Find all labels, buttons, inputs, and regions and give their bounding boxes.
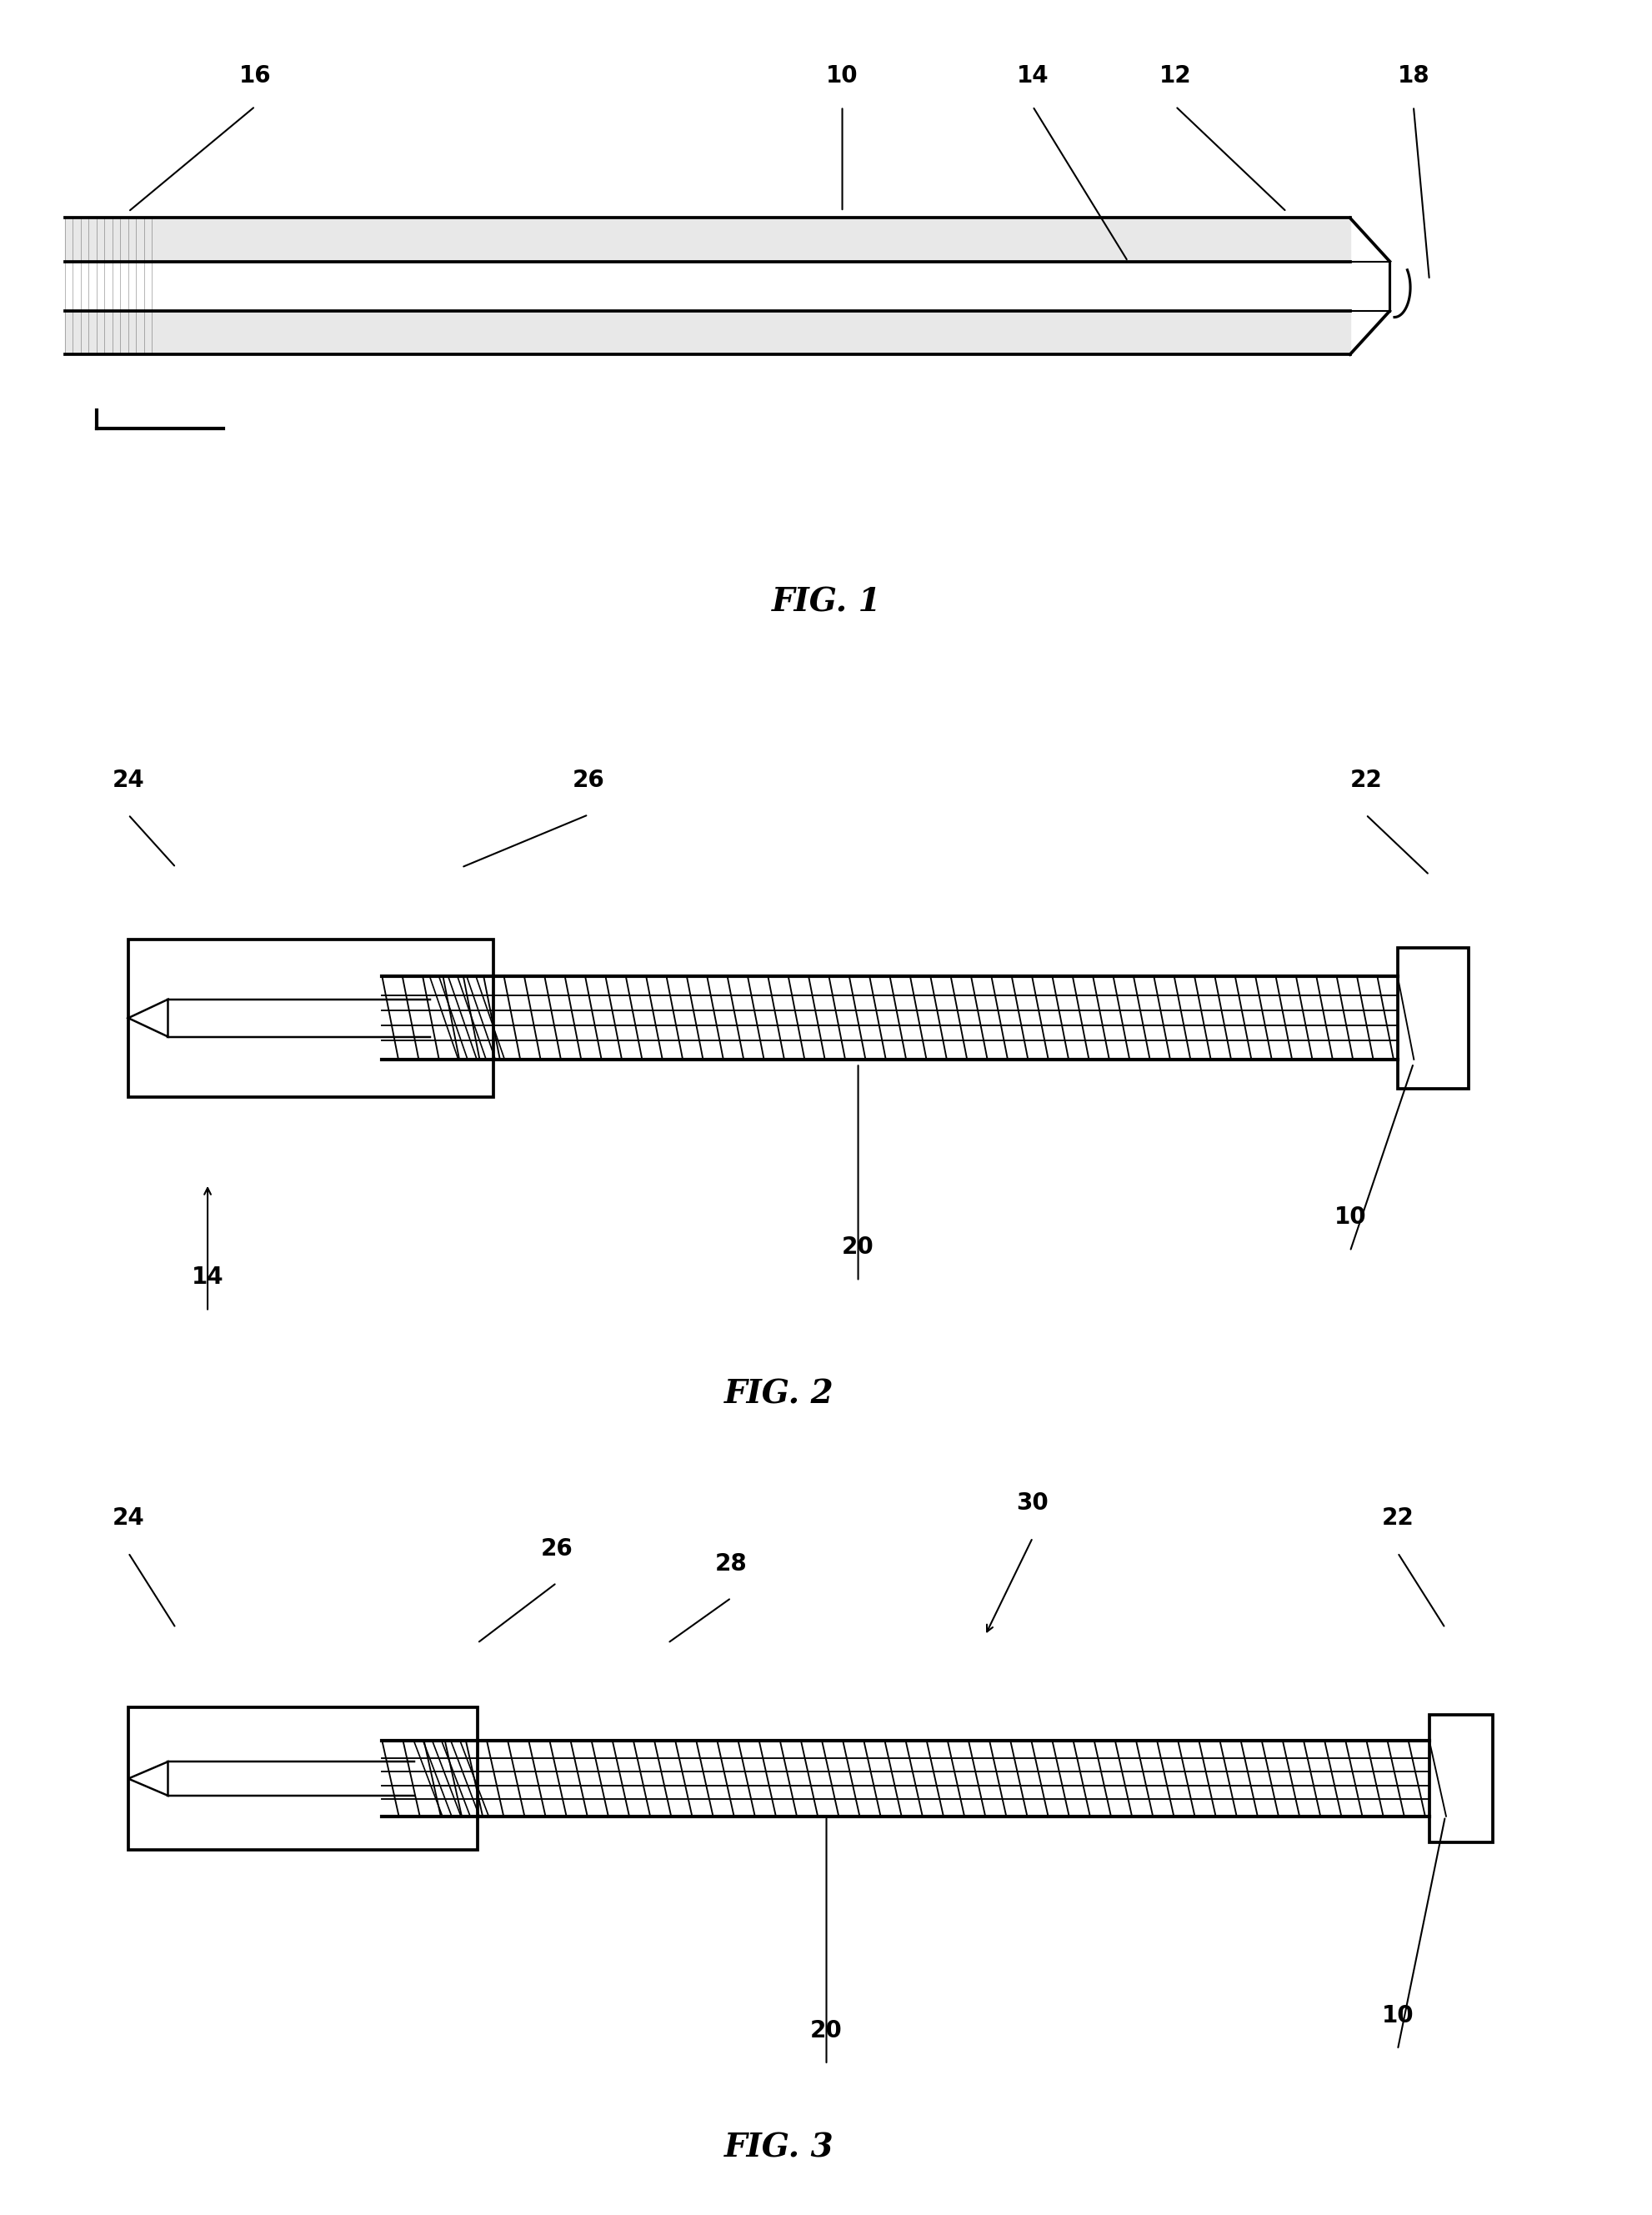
Bar xyxy=(129,939,492,1096)
Text: FIG. 3: FIG. 3 xyxy=(724,2131,833,2164)
Text: 10: 10 xyxy=(826,64,857,89)
Bar xyxy=(1398,948,1469,1088)
Text: FIG. 2: FIG. 2 xyxy=(724,1378,833,1411)
Text: 22: 22 xyxy=(1350,769,1381,793)
Text: 26: 26 xyxy=(572,769,605,793)
Text: 18: 18 xyxy=(1396,64,1429,89)
Bar xyxy=(1429,1714,1492,1843)
Text: FIG. 1: FIG. 1 xyxy=(771,587,881,618)
Text: 10: 10 xyxy=(1333,1205,1366,1229)
Bar xyxy=(129,1708,477,1850)
Text: 30: 30 xyxy=(1016,1491,1049,1515)
Text: 22: 22 xyxy=(1381,1506,1412,1531)
Text: 14: 14 xyxy=(1016,64,1049,89)
Text: 24: 24 xyxy=(112,769,144,793)
Text: 14: 14 xyxy=(192,1265,223,1289)
Text: 26: 26 xyxy=(540,1537,573,1559)
Text: 28: 28 xyxy=(715,1553,747,1575)
Text: 20: 20 xyxy=(809,2018,843,2042)
Text: 16: 16 xyxy=(240,64,271,89)
Text: 24: 24 xyxy=(112,1506,144,1531)
Text: 20: 20 xyxy=(841,1236,874,1258)
Text: 10: 10 xyxy=(1381,2005,1412,2027)
Text: 12: 12 xyxy=(1158,64,1191,89)
